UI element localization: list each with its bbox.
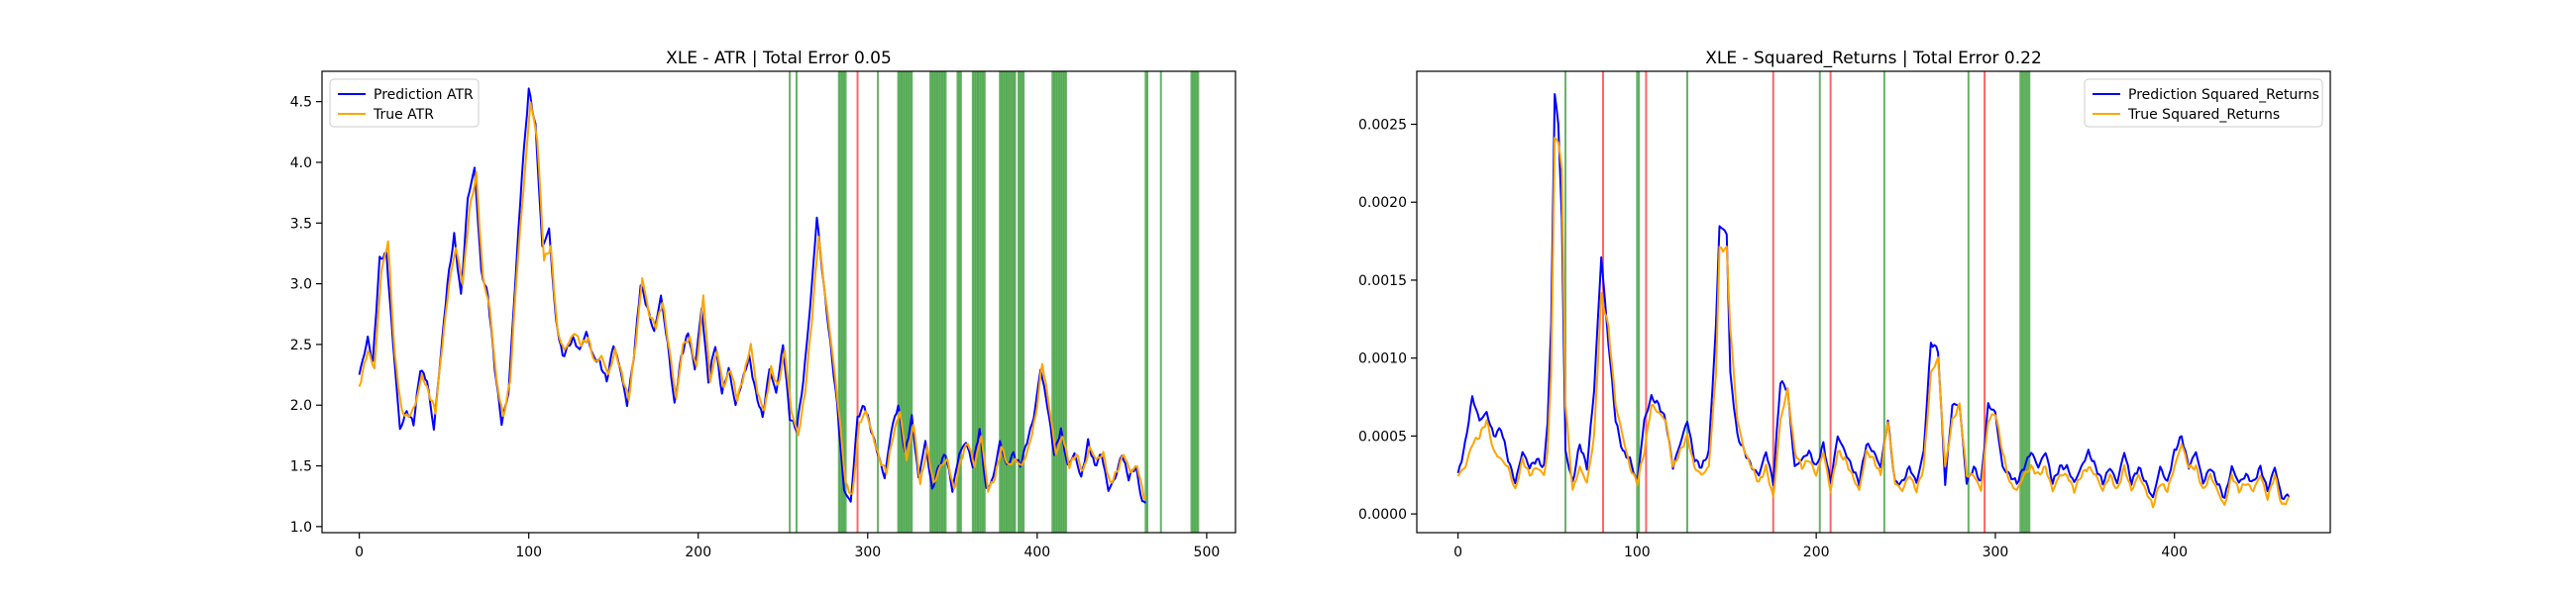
y-tick-label: 4.0 [290, 155, 312, 171]
x-axis-ticks: 0 100 200 300 400 [1453, 533, 2188, 560]
x-tick-label: 500 [1194, 545, 1221, 560]
legend-box [2084, 78, 2323, 128]
legend: Prediction Squared_Returns True Squared_R… [2084, 78, 2323, 128]
y-tick-label: 2.5 [290, 338, 312, 353]
plot-frame [321, 70, 1236, 534]
y-axis-ticks: 1.0 1.5 2.0 2.5 3.0 3.5 4.0 4.5 [290, 95, 322, 536]
chart-title: XLE - ATR | Total Error 0.05 [666, 49, 892, 68]
x-tick-label: 0 [1453, 545, 1462, 560]
x-tick-label: 400 [2161, 545, 2188, 560]
legend-entry: Prediction ATR [374, 87, 474, 103]
x-tick-label: 100 [1624, 545, 1651, 560]
y-tick-label: 3.0 [290, 277, 312, 293]
series-lines [358, 87, 1147, 504]
legend-entry: True ATR [373, 107, 434, 123]
y-tick-label: 0.0020 [1358, 195, 1407, 211]
y-tick-label: 0.0015 [1358, 273, 1407, 289]
y-tick-label: 0.0000 [1358, 507, 1407, 523]
x-tick-label: 300 [854, 545, 881, 560]
y-tick-label: 1.0 [290, 520, 312, 536]
x-axis-ticks: 0 100 200 300 400 500 [355, 533, 1220, 560]
x-tick-label: 200 [1803, 545, 1830, 560]
x-tick-label: 100 [515, 545, 542, 560]
x-tick-label: 0 [355, 545, 364, 560]
x-tick-label: 200 [685, 545, 711, 560]
y-tick-label: 0.0010 [1358, 351, 1407, 367]
legend-entry: Prediction Squared_Returns [2128, 87, 2319, 103]
vertical-markers [789, 71, 1200, 533]
chart-title: XLE - Squared_Returns | Total Error 0.22 [1705, 49, 2042, 68]
y-tick-label: 2.0 [290, 398, 312, 414]
x-tick-label: 300 [1983, 545, 2009, 560]
legend-box [329, 78, 480, 128]
y-tick-label: 0.0025 [1358, 118, 1407, 134]
y-tick-label: 0.0005 [1358, 429, 1407, 445]
series-line-true [1456, 137, 2291, 509]
series-line-true [358, 101, 1147, 500]
y-tick-label: 4.5 [290, 95, 312, 111]
y-axis-ticks: 0.0000 0.0005 0.0010 0.0015 0.0020 0.0025 [1358, 118, 1417, 523]
legend: Prediction ATR True ATR [329, 78, 480, 128]
series-line-prediction [358, 87, 1146, 504]
series-line-prediction [1456, 93, 2291, 501]
y-tick-label: 3.5 [290, 216, 312, 232]
plot-frame [1416, 70, 2331, 534]
squared-returns-chart: XLE - Squared_Returns | Total Error 0.22… [1358, 49, 2331, 560]
y-tick-label: 1.5 [290, 459, 312, 475]
series-lines [1456, 93, 2291, 509]
atr-chart: XLE - ATR | Total Error 0.05 0 100 200 300 4… [290, 49, 1236, 560]
x-tick-label: 400 [1023, 545, 1050, 560]
legend-entry: True Squared_Returns [2127, 107, 2280, 123]
